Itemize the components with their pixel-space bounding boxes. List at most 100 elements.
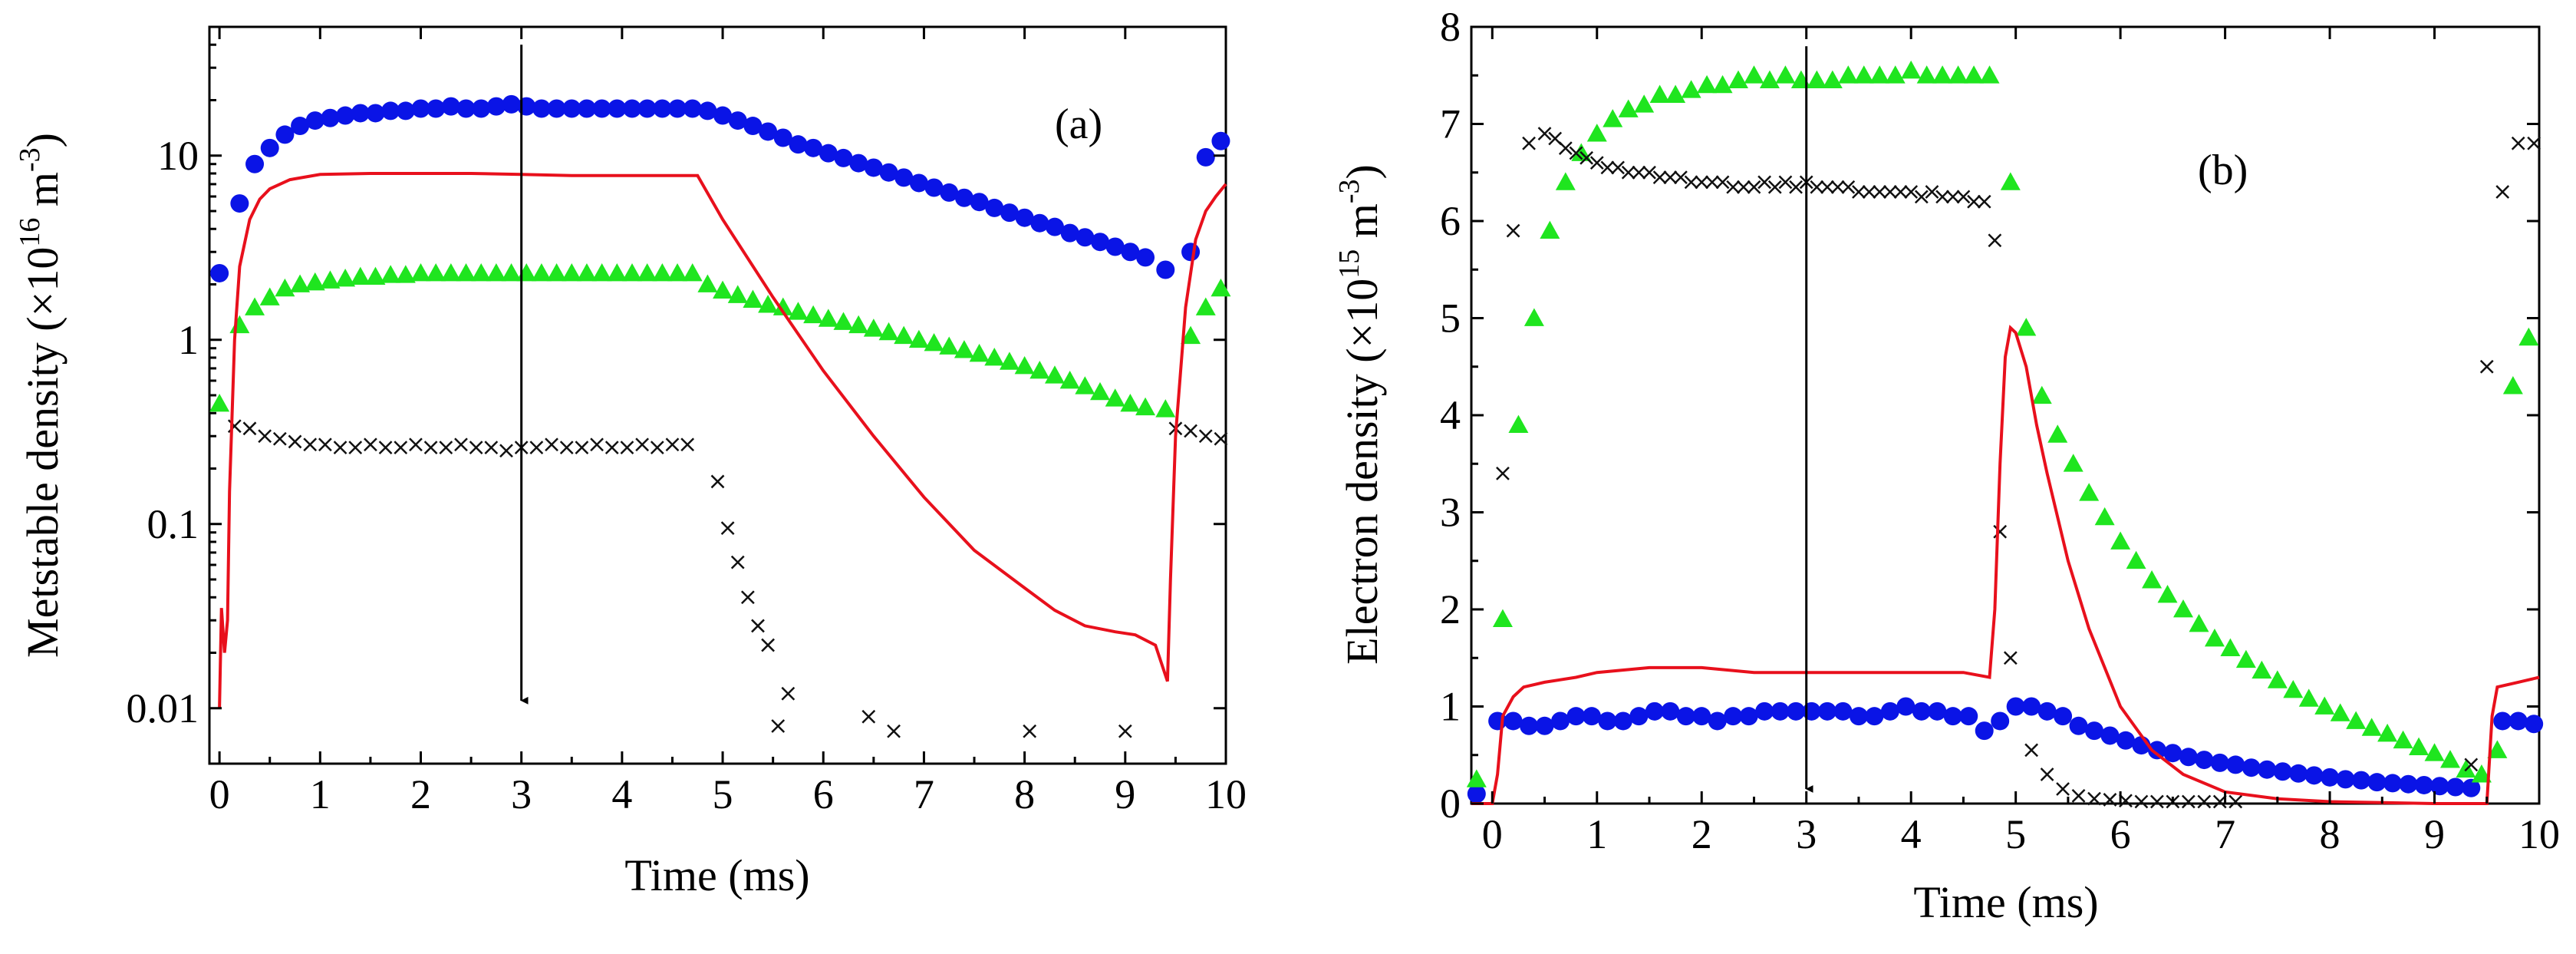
data-point: [275, 125, 295, 144]
data-point: [1873, 185, 1887, 199]
data-point: [1586, 124, 1607, 142]
data-point: [546, 262, 567, 282]
data-point: [1504, 711, 1523, 731]
series-black-crosses-b: [1496, 127, 2541, 809]
data-point: [1580, 150, 1594, 165]
data-point: [637, 262, 657, 282]
data-point: [2054, 707, 2073, 726]
data-point: [740, 590, 755, 605]
data-point: [1621, 165, 1636, 180]
x-tick-label-a: 2: [410, 771, 431, 817]
data-point: [1023, 724, 1037, 738]
data-point: [1611, 160, 1625, 175]
data-point: [2003, 651, 2018, 665]
data-point: [720, 521, 735, 535]
data-point: [1893, 185, 1908, 199]
data-point: [999, 352, 1020, 370]
x-tick-label-a: 5: [713, 771, 733, 817]
data-point: [940, 183, 959, 202]
y-axis-title-b: Electron density (×1015 m-3): [1333, 164, 1387, 665]
data-point: [440, 262, 461, 282]
data-point: [1566, 707, 1586, 726]
x-tick-label-b: 4: [1901, 811, 1922, 857]
data-point: [1896, 697, 1916, 716]
data-point: [381, 101, 400, 120]
series-red-line-b: [1471, 325, 2540, 805]
panel-label-b: (b): [2198, 147, 2248, 194]
data-point: [2040, 767, 2054, 781]
data-point: [2267, 670, 2288, 688]
data-point: [1044, 365, 1065, 384]
data-point: [1674, 170, 1688, 184]
data-point: [2446, 777, 2465, 797]
data-point: [2314, 696, 2335, 715]
x-axis-title-b: Time (ms): [1913, 877, 2098, 927]
data-point: [2079, 483, 2100, 501]
x-tick-label-b: 8: [2320, 811, 2340, 857]
data-point: [1015, 208, 1034, 227]
data-point: [2142, 570, 2163, 589]
data-point: [939, 336, 960, 355]
data-point: [410, 262, 431, 282]
data-point: [2502, 376, 2523, 394]
data-point: [1642, 165, 1656, 180]
data-point: [1629, 707, 1649, 726]
data-point: [1692, 707, 1711, 726]
data-point: [1181, 325, 1201, 345]
data-point: [2495, 185, 2510, 199]
data-point: [1849, 707, 1868, 726]
data-point: [698, 101, 717, 120]
data-point: [1076, 228, 1095, 247]
data-point: [1645, 701, 1664, 721]
x-tick-label-a: 6: [813, 771, 834, 817]
data-point: [2440, 750, 2460, 768]
data-point: [242, 421, 257, 436]
data-point: [1214, 431, 1228, 446]
data-point: [259, 287, 280, 305]
y-tick-label-b: 5: [1440, 295, 1461, 342]
data-point: [1198, 429, 1213, 444]
data-point: [288, 434, 302, 449]
data-point: [245, 154, 265, 173]
data-point: [2273, 762, 2292, 781]
data-point: [2289, 764, 2308, 783]
data-point: [682, 262, 703, 282]
data-point: [668, 99, 687, 118]
data-point: [1000, 203, 1019, 223]
data-point: [1663, 170, 1678, 184]
data-point: [2383, 774, 2402, 793]
data-point: [499, 444, 513, 458]
y-tick-label-b: 1: [1440, 684, 1461, 730]
data-point: [1956, 190, 1971, 204]
data-point: [1589, 156, 1604, 170]
data-point: [1715, 175, 1730, 190]
data-point: [380, 265, 401, 283]
data-point: [1060, 223, 1079, 243]
data-point: [2298, 688, 2319, 707]
series-blue-circles-a: [210, 94, 1230, 282]
x-axis-title-a: Time (ms): [624, 850, 809, 900]
data-point: [607, 262, 628, 282]
data-point: [427, 99, 446, 118]
data-point: [2087, 791, 2101, 806]
data-point: [1789, 180, 1803, 194]
data-point: [2346, 711, 2367, 729]
data-point: [1757, 175, 1772, 190]
data-point: [650, 441, 664, 455]
data-point: [1948, 65, 1968, 84]
data-point: [713, 280, 733, 299]
data-point: [2195, 751, 2214, 770]
data-point: [1932, 65, 1953, 84]
data-point: [2511, 136, 2525, 150]
data-point: [833, 312, 854, 330]
x-tick-label-b: 9: [2424, 811, 2445, 857]
data-point: [1508, 414, 1529, 434]
data-point: [1540, 220, 1560, 239]
data-point: [2069, 716, 2088, 735]
data-point: [2210, 753, 2229, 772]
data-point: [620, 441, 634, 455]
data-point: [1880, 701, 1899, 721]
plot-area-a: [209, 45, 1231, 738]
data-point: [1755, 701, 1774, 721]
data-point: [411, 99, 430, 118]
